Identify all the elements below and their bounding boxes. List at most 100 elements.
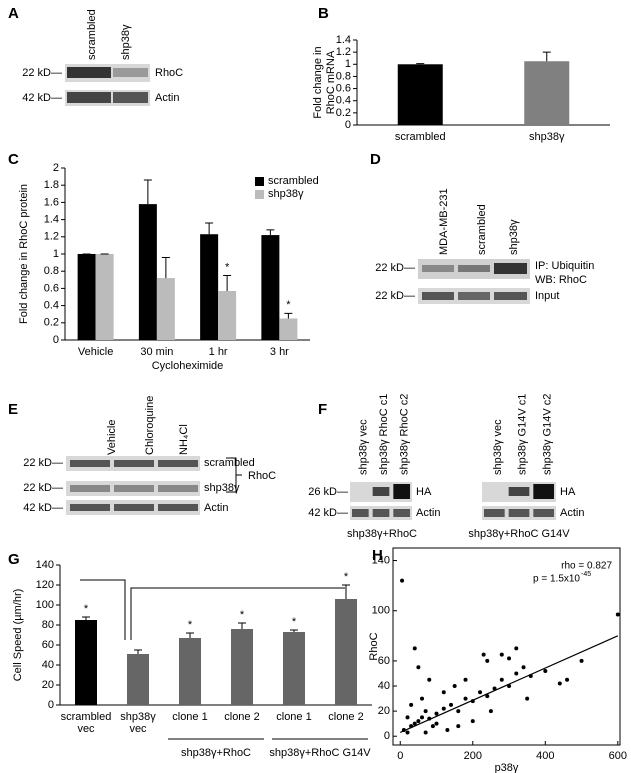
lane-label: shp38γ G14V c1	[517, 394, 529, 475]
point	[420, 696, 425, 701]
marker: 22 kD—	[22, 67, 62, 79]
point	[481, 652, 486, 657]
point	[463, 696, 468, 701]
point	[427, 677, 432, 682]
point	[565, 677, 570, 682]
bracket	[80, 579, 345, 640]
point	[445, 727, 450, 732]
row-label: WB: RhoC	[535, 274, 587, 286]
y-tick-label: 1.4	[336, 34, 351, 46]
point	[449, 702, 454, 707]
point	[525, 696, 530, 701]
point	[400, 578, 405, 583]
blot-band	[158, 504, 198, 511]
y-tick-label: 1	[53, 248, 59, 260]
point	[485, 694, 490, 699]
y-tick-label: 0.4	[44, 300, 59, 312]
y-tick-label: 140	[36, 559, 54, 571]
blot-band	[67, 67, 111, 78]
y-tick-label: 0.8	[44, 265, 59, 277]
lane-label: shp38γ G14V c2	[541, 394, 553, 475]
blot-band	[70, 460, 110, 467]
lane-label: Vehicle	[106, 420, 118, 455]
point	[615, 612, 620, 617]
legend-label: scrambled	[268, 175, 319, 187]
y-tick-label: 0.2	[336, 107, 351, 119]
error-bar	[284, 312, 293, 319]
error-bar	[134, 649, 142, 654]
row-label: RhoC	[155, 67, 183, 79]
error-bar	[290, 629, 298, 632]
blot-band	[494, 292, 527, 300]
y-tick-label: 1.8	[44, 179, 59, 191]
y-axis-label: RhoC mRNA	[325, 50, 337, 114]
x-tick-label: shp38γ	[120, 711, 156, 723]
bar	[524, 61, 570, 125]
y-tick-label: 0	[48, 699, 54, 711]
lane-label: shp38γ vec	[357, 419, 369, 475]
blot-band	[533, 509, 554, 517]
annotation: rho = 0.827	[561, 561, 612, 572]
point	[420, 715, 425, 720]
y-tick-label: 0	[53, 334, 59, 346]
blot-band	[508, 509, 530, 517]
point	[452, 684, 457, 689]
significance: *	[286, 299, 291, 311]
row-label: Actin	[416, 507, 440, 519]
blot-band	[70, 504, 110, 511]
error-bar	[342, 584, 350, 599]
point	[557, 681, 562, 686]
point	[416, 665, 421, 670]
x-tick-label: Vehicle	[78, 346, 113, 358]
x-axis-label: p38γ	[495, 762, 519, 773]
significance: *	[292, 616, 297, 628]
panel-letter: C	[8, 151, 19, 168]
row-label: scrambled	[204, 457, 255, 469]
y-tick-label: 40	[378, 680, 390, 692]
y-tick-label: 60	[42, 639, 54, 651]
bar	[95, 254, 114, 340]
row-label: shp38γ	[204, 482, 240, 494]
point	[507, 656, 512, 661]
row-label: HA	[560, 486, 576, 498]
marker: 42 kD—	[308, 507, 348, 519]
marker: 22 kD—	[375, 290, 415, 302]
x-tick-label: vec	[129, 723, 147, 735]
bar	[75, 620, 97, 705]
point	[412, 646, 417, 651]
x-tick-label: scrambled	[395, 131, 446, 143]
error-bar	[266, 229, 275, 236]
blot-band	[393, 484, 410, 499]
row-label: Actin	[204, 502, 228, 514]
point	[579, 658, 584, 663]
point	[521, 665, 526, 670]
blot-band	[114, 485, 154, 492]
panel-letter: A	[8, 5, 19, 22]
error-bar	[143, 179, 152, 205]
bar	[261, 235, 280, 340]
marker: 42 kD—	[23, 502, 63, 514]
error-bar	[542, 51, 551, 62]
row-label: Actin	[560, 507, 584, 519]
plot-frame	[392, 547, 621, 746]
point	[514, 671, 519, 676]
blot-band	[67, 92, 111, 103]
point	[416, 719, 421, 724]
bar	[179, 638, 201, 705]
lane-label: NH₄Cl	[178, 424, 190, 455]
point	[485, 658, 490, 663]
y-tick-label: 1.4	[44, 214, 59, 226]
panel-letter: H	[372, 547, 383, 564]
point	[463, 677, 468, 682]
lane-label: Chloroquine	[144, 396, 156, 455]
blot-band	[494, 263, 527, 274]
blot-band	[458, 292, 490, 300]
point	[423, 709, 428, 714]
point	[470, 719, 475, 724]
lane-label: shp38γ	[120, 24, 132, 60]
point	[441, 706, 446, 711]
significance: *	[84, 603, 89, 615]
group-label: shp38γ+RhoC	[181, 747, 251, 759]
blot-band	[352, 509, 369, 517]
row-label: Actin	[155, 92, 179, 104]
